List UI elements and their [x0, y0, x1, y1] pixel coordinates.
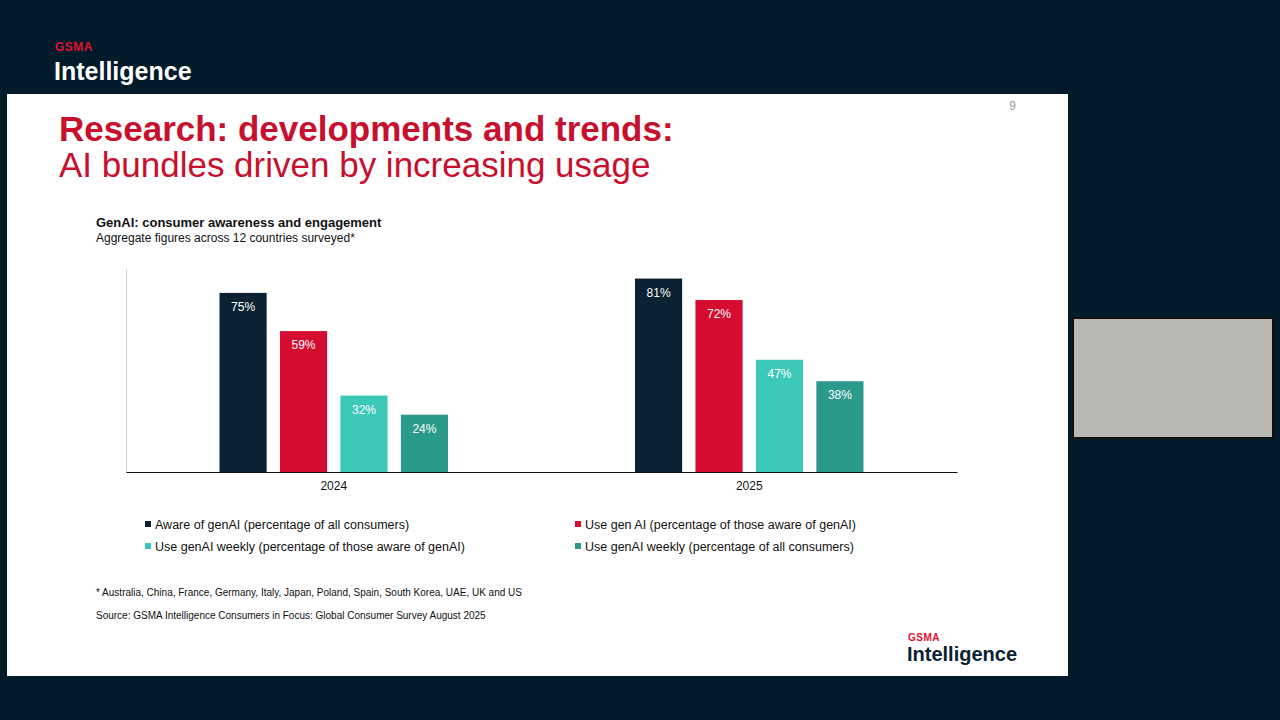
bar [756, 360, 803, 472]
bar [816, 381, 863, 472]
data-label: 59% [292, 338, 316, 352]
legend-swatch [145, 543, 151, 549]
legend-item: Aware of genAI (percentage of all consum… [145, 518, 409, 532]
legend-item: Use gen AI (percentage of those aware of… [575, 518, 856, 532]
legend-label: Use genAI weekly (percentage of all cons… [585, 540, 854, 554]
legend-label: Aware of genAI (percentage of all consum… [155, 518, 409, 532]
data-label: 38% [828, 388, 852, 402]
legend-swatch [575, 543, 581, 549]
logo-brand-small: GSMA [908, 632, 940, 643]
slide-panel [7, 94, 1068, 676]
video-thumbnail [1073, 318, 1273, 438]
page-number: 9 [1009, 99, 1016, 113]
chart-title: GenAI: consumer awareness and engagement [96, 215, 382, 230]
bar [401, 415, 448, 472]
x-tick-label: 2025 [736, 479, 763, 493]
background [0, 0, 1280, 720]
bar [695, 300, 742, 472]
legend-swatch [575, 521, 581, 527]
legend-swatch [145, 521, 151, 527]
bar [219, 293, 266, 472]
data-label: 47% [767, 367, 791, 381]
data-labels: 75% 81% 59% 72% 32% 47% 24% 38% [231, 286, 852, 436]
x-axis-line [127, 472, 958, 473]
data-label: 81% [647, 286, 671, 300]
data-label: 24% [412, 422, 436, 436]
x-tick-label: 2024 [320, 479, 347, 493]
data-label: 32% [352, 403, 376, 417]
logo-name: Intelligence [54, 57, 192, 85]
data-label: 72% [707, 307, 731, 321]
legend-item: Use genAI weekly (percentage of those aw… [145, 540, 465, 554]
data-label: 75% [231, 300, 255, 314]
legend-item: Use genAI weekly (percentage of all cons… [575, 540, 854, 554]
legend-label: Use gen AI (percentage of those aware of… [585, 518, 856, 532]
logo-brand: GSMA [55, 40, 93, 54]
x-tick: 2025 [736, 472, 763, 493]
source-note: Source: GSMA Intelligence Consumers in F… [96, 610, 486, 621]
legend-label: Use genAI weekly (percentage of those aw… [155, 540, 465, 554]
bar [340, 396, 387, 472]
bar [635, 279, 682, 472]
subheading: AI bundles driven by increasing usage [59, 145, 650, 184]
y-axis [126, 270, 127, 473]
y-axis-line [126, 270, 127, 473]
slide-screen: GSMAIntelligence9Research: developments … [0, 0, 1280, 720]
heading: Research: developments and trends: [59, 109, 674, 148]
footnote: * Australia, China, France, Germany, Ita… [96, 587, 522, 598]
legend: Aware of genAI (percentage of all consum… [145, 518, 856, 554]
x-tick: 2024 [320, 472, 347, 493]
logo-name-small: Intelligence [907, 643, 1017, 665]
bar [280, 331, 327, 472]
x-axis: 2024 2025 [127, 472, 958, 493]
chart-subtitle: Aggregate figures across 12 countries su… [96, 231, 355, 245]
bars [219, 279, 863, 472]
